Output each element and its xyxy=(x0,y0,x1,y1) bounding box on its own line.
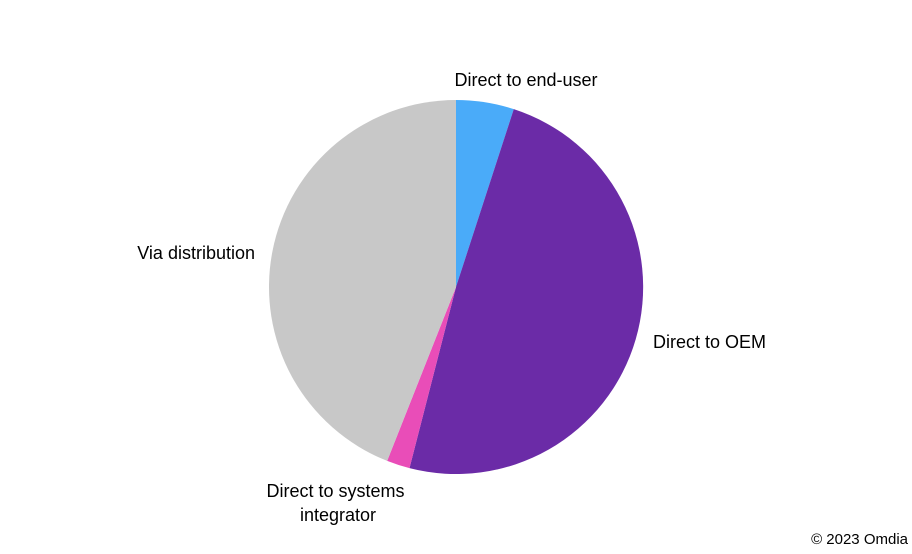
label-via-distribution: Via distribution xyxy=(137,243,255,263)
pie-slice-direct-to-oem xyxy=(409,109,644,475)
pie-slice-direct-to-systems-integrator xyxy=(387,287,456,469)
label-line-2: integrator xyxy=(300,505,376,525)
label-direct-to-oem: Direct to OEM xyxy=(653,332,766,352)
label-line-1: Direct to systems xyxy=(266,481,404,501)
copyright-notice: © 2023 Omdia xyxy=(811,531,908,548)
pie-slices xyxy=(268,99,644,475)
pie-slice-direct-to-end-user xyxy=(456,99,514,287)
label-direct-to-end-user: Direct to end-user xyxy=(454,70,597,90)
slice-labels: Direct to end-user Direct to OEM Direct … xyxy=(137,70,766,525)
label-direct-to-systems-integrator: Direct to systems integrator xyxy=(266,481,409,525)
pie-slice-via-distribution xyxy=(268,100,456,461)
